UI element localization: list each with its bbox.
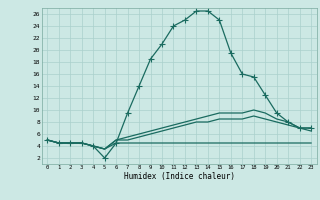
X-axis label: Humidex (Indice chaleur): Humidex (Indice chaleur) xyxy=(124,172,235,181)
